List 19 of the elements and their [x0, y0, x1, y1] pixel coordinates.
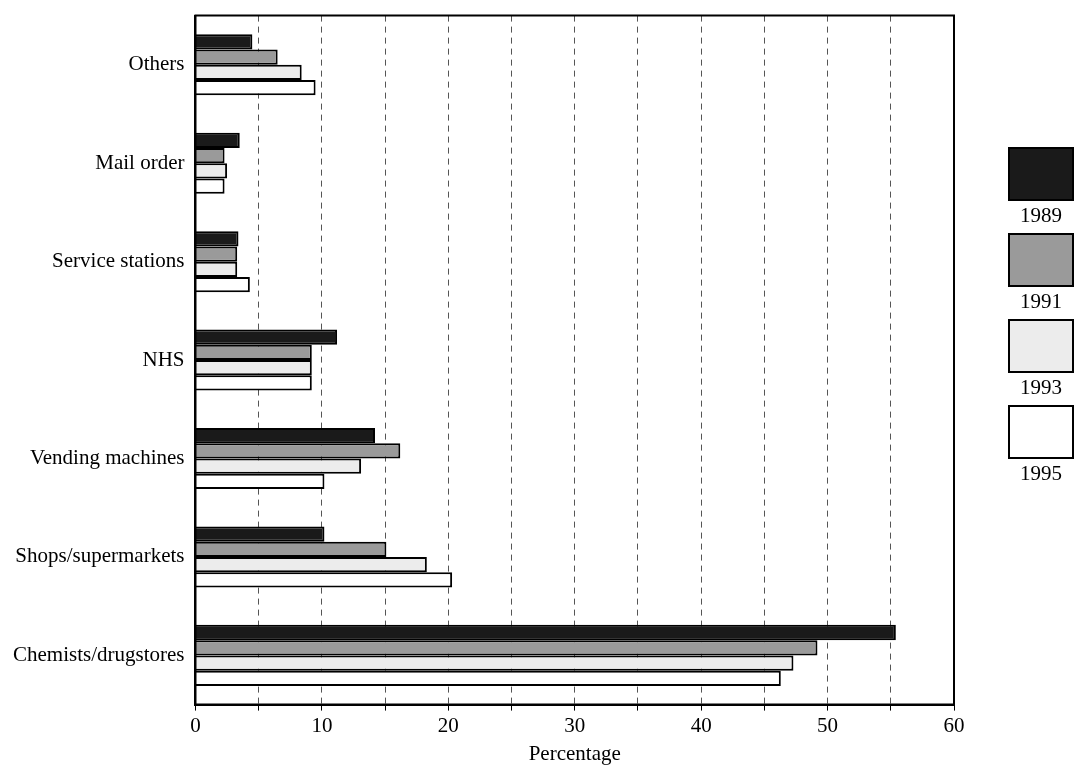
y-tick-label: Others [128, 51, 185, 76]
x-tick-label: 0 [190, 712, 201, 737]
x-tick-label: 50 [817, 712, 839, 737]
y-tick-label: Shops/supermarkets [15, 543, 185, 568]
y-tick-label: Service stations [52, 248, 185, 273]
text: 1993 [1020, 375, 1062, 400]
y-tick-label: NHS [142, 346, 185, 371]
y-tick-label: Chemists/drugstores [13, 641, 185, 666]
x-tick-label: 40 [690, 712, 712, 737]
x-tick-label: 20 [437, 712, 459, 737]
x-axis-title: Percentage [528, 740, 621, 765]
text: 1995 [1020, 461, 1062, 486]
x-tick-label: 10 [311, 712, 333, 737]
text: 1989 [1020, 203, 1062, 228]
x-tick-label: 60 [943, 712, 965, 737]
x-tick-label: 30 [564, 712, 586, 737]
y-tick-label: Vending machines [29, 445, 185, 470]
text: 1991 [1020, 289, 1062, 314]
y-tick-label: Mail order [95, 149, 185, 174]
